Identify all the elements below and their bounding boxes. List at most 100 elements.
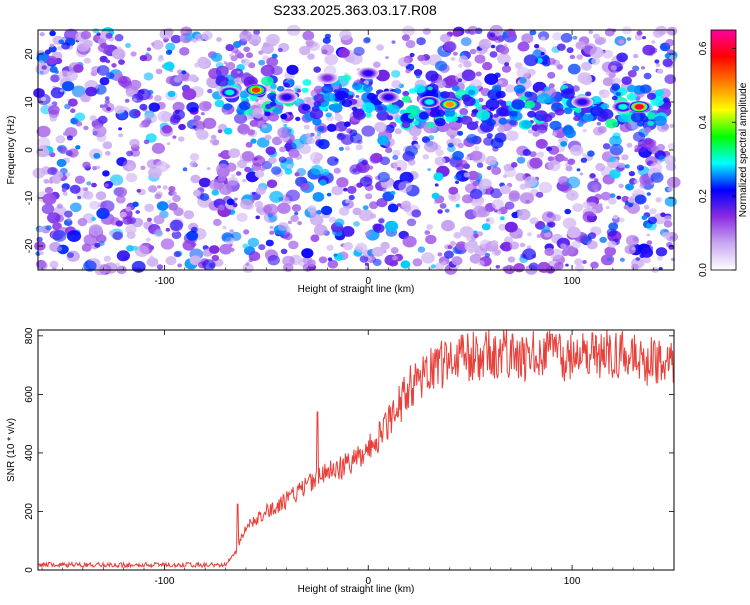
spectrogram-noise-blob — [88, 224, 103, 236]
spectrogram-noise-blob — [632, 131, 646, 142]
snr-panel: -100 0 100 0 200 400 600 800 Height of straigh… — [6, 327, 675, 595]
spectrogram-noise-blob — [496, 35, 505, 42]
spectrogram-noise-blob — [522, 149, 531, 156]
spectrogram-feature — [445, 101, 455, 108]
spectrogram-noise-blob — [65, 172, 71, 177]
spectrogram-noise-blob — [565, 263, 569, 267]
spectrogram-noise-blob — [189, 160, 198, 168]
spectrogram-noise-blob — [392, 255, 398, 261]
y-tick-label: -10 — [24, 190, 35, 205]
spectrogram-band-blob — [573, 115, 581, 122]
spectrogram-noise-blob — [334, 114, 343, 122]
spectrogram-noise-blob — [242, 179, 247, 183]
spectrogram-noise-blob — [430, 264, 436, 269]
spectrogram-noise-blob — [114, 187, 128, 198]
spectrogram-noise-blob — [244, 166, 252, 173]
spectrogram-noise-blob — [168, 186, 176, 192]
spectrogram-noise-blob — [664, 155, 676, 165]
spectrogram-noise-blob — [284, 196, 290, 202]
spectrogram-noise-blob — [510, 162, 518, 168]
spectrogram-noise-blob — [582, 201, 591, 209]
spectrogram-noise-blob — [100, 200, 115, 213]
spectrogram-noise-blob — [160, 238, 175, 250]
spectrogram-noise-blob — [474, 54, 486, 64]
spectrogram-noise-blob — [265, 239, 274, 247]
spectrogram-noise-blob — [582, 260, 587, 264]
spectrogram-noise-blob — [589, 173, 596, 179]
spectrogram-noise-blob — [222, 225, 227, 230]
spectrogram-noise-blob — [271, 136, 283, 146]
spectrogram-band-blob — [605, 118, 619, 129]
spectrogram-noise-blob — [42, 193, 57, 206]
spectrogram-noise-blob — [358, 209, 374, 222]
spectrogram-noise-blob — [516, 67, 530, 79]
spectrogram-noise-blob — [382, 189, 387, 193]
spectrogram-noise-blob — [286, 64, 299, 75]
spectrogram-noise-blob — [609, 193, 616, 199]
spectrogram-noise-blob — [173, 251, 181, 258]
spectrogram-noise-blob — [517, 233, 523, 239]
spectrogram-band-blob — [611, 95, 618, 101]
spectrogram-noise-blob — [654, 59, 660, 64]
spectrogram-band-blob — [321, 84, 334, 94]
spectrogram-noise-blob — [310, 164, 323, 176]
x-tick-label: 100 — [564, 576, 581, 587]
spectrogram-noise-blob — [106, 107, 112, 111]
spectrogram-band-blob — [443, 108, 455, 118]
spectrogram-band-blob — [401, 95, 411, 103]
spectrogram-noise-blob — [415, 74, 421, 79]
spectrogram-noise-blob — [253, 29, 260, 36]
spectrogram-noise-blob — [452, 51, 458, 56]
spectrogram-noise-blob — [556, 43, 566, 51]
spectrogram-noise-blob — [260, 64, 275, 77]
spectrogram-noise-blob — [319, 179, 327, 186]
spectrogram-noise-blob — [269, 230, 275, 235]
spectrogram-noise-blob — [328, 216, 336, 223]
spectrogram-x-ticks: -100 0 100 — [41, 30, 675, 287]
spectrogram-noise-blob — [225, 62, 236, 70]
spectrogram-noise-blob — [587, 150, 595, 157]
spectrogram-noise-blob — [642, 138, 655, 149]
spectrogram-noise-blob — [591, 57, 601, 65]
spectrogram-noise-blob — [288, 111, 293, 116]
spectrogram-noise-blob — [211, 52, 223, 63]
spectrogram-noise-blob — [477, 260, 485, 267]
spectrogram-noise-blob — [624, 164, 630, 169]
spectrogram-noise-blob — [514, 62, 523, 69]
spectrogram-band-blob — [470, 112, 477, 118]
spectrogram-band-blob — [418, 111, 429, 120]
spectrogram-noise-blob — [157, 185, 161, 189]
spectrogram-noise-blob — [112, 231, 123, 241]
spectrogram-noise-blob — [286, 164, 293, 170]
spectrogram-noise-blob — [89, 115, 97, 122]
spectrogram-noise-blob — [353, 221, 360, 227]
spectrogram-noise-blob — [374, 121, 387, 133]
spectrogram-noise-blob — [156, 264, 164, 270]
spectrogram-noise-blob — [118, 112, 127, 120]
x-tick-label: -100 — [154, 576, 174, 587]
spectrogram-noise-blob — [189, 255, 202, 266]
spectrogram-noise-blob — [119, 54, 125, 59]
spectrogram-noise-blob — [223, 234, 232, 242]
spectrogram-noise-blob — [32, 167, 46, 179]
spectrogram-noise-blob — [235, 79, 240, 83]
spectrogram-noise-blob — [56, 158, 67, 168]
x-tick-label: 0 — [365, 576, 371, 587]
spectrogram-noise-blob — [486, 133, 493, 139]
spectrogram-noise-blob — [405, 145, 418, 157]
spectrogram-noise-blob — [100, 42, 108, 49]
spectrogram-noise-blob — [277, 202, 291, 214]
spectrogram-noise-blob — [291, 204, 302, 212]
spectrogram-noise-blob — [190, 226, 198, 233]
spectrogram-noise-blob — [93, 152, 101, 159]
spectrogram-noise-blob — [277, 47, 283, 53]
spectrogram-noise-blob — [627, 70, 637, 78]
spectrogram-noise-blob — [478, 97, 484, 103]
spectrogram-noise-blob — [524, 176, 538, 188]
spectrogram-noise-blob — [139, 55, 148, 62]
spectrogram-band-blob — [467, 89, 476, 96]
spectrogram-noise-blob — [546, 146, 553, 152]
spectrogram-noise-blob — [472, 180, 479, 187]
spectrogram-noise-blob — [252, 155, 266, 167]
spectrogram-band-blob — [334, 90, 348, 101]
